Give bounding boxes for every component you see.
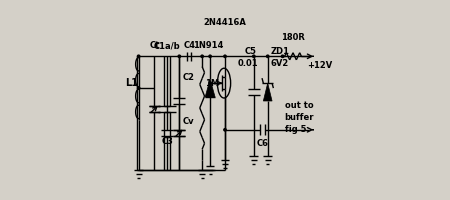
Polygon shape [263,83,272,101]
Circle shape [209,82,212,84]
Text: C2: C2 [182,73,194,82]
Text: 1M: 1M [205,79,219,88]
Circle shape [281,55,284,57]
Text: 6V2: 6V2 [271,59,289,68]
Circle shape [224,129,226,131]
Circle shape [224,55,226,57]
Text: buffer: buffer [284,113,314,122]
Text: Cv: Cv [182,117,194,126]
Text: 0.01: 0.01 [238,59,259,68]
Text: 2N4416A: 2N4416A [203,18,247,27]
Text: 180R: 180R [281,33,305,42]
Circle shape [252,55,255,57]
Circle shape [178,55,180,57]
Text: +12V: +12V [307,61,333,70]
Text: C4: C4 [183,41,195,50]
Text: fig 5: fig 5 [284,125,306,134]
Text: ZD1: ZD1 [271,47,290,56]
Text: C1a/b: C1a/b [154,41,181,50]
Text: C3: C3 [162,137,173,146]
Text: Ct: Ct [149,41,160,50]
Text: C5: C5 [244,47,256,56]
Text: 1N914: 1N914 [193,41,223,50]
Polygon shape [205,79,215,97]
Circle shape [201,55,203,57]
Text: L1: L1 [125,78,138,88]
Text: C6: C6 [257,139,269,148]
Text: out to: out to [284,101,313,110]
Circle shape [137,55,140,57]
Circle shape [266,55,269,57]
Circle shape [209,55,212,57]
Circle shape [137,87,140,89]
